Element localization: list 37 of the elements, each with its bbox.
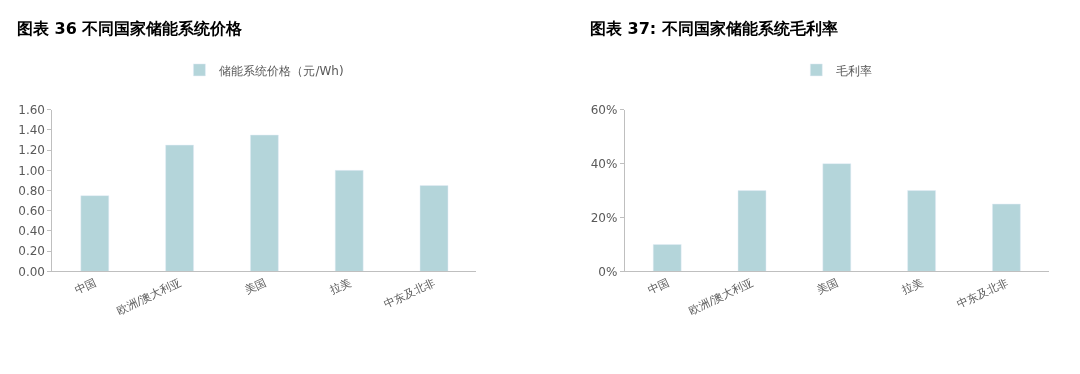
y-tick-label: 1.20 — [18, 143, 45, 158]
y-tick-label: 0.40 — [18, 224, 45, 239]
x-tick-label: 欧洲/澳大利亚 — [114, 276, 184, 318]
x-tick-label: 美国 — [242, 276, 268, 298]
y-tick-label: 0% — [598, 264, 618, 279]
y-tick-label: 40% — [590, 156, 618, 171]
legend-label: 毛利率 — [836, 63, 873, 78]
x-tick-label: 中国 — [72, 276, 99, 298]
bar — [334, 170, 364, 272]
x-tick-label: 美国 — [814, 276, 841, 298]
y-tick-label: 1.60 — [18, 102, 45, 117]
bar — [419, 185, 449, 272]
x-tick-label: 拉美 — [899, 276, 926, 298]
y-tick-label: 0.20 — [18, 244, 45, 259]
bar — [822, 163, 852, 272]
y-tick-label: 0.80 — [18, 183, 45, 198]
bar — [737, 190, 767, 272]
y-tick-label: 0.60 — [18, 203, 45, 218]
y-tick-label: 20% — [590, 210, 618, 225]
chart-title: 图表 36 不同国家储能系统价格 — [17, 19, 244, 38]
y-tick-label: 1.40 — [18, 123, 45, 138]
chart-title: 图表 37: 不同国家储能系统毛利率 — [590, 19, 838, 38]
y-tick-label: 1.00 — [18, 163, 45, 178]
bar — [80, 195, 110, 272]
legend-label: 储能系统价格（元/Wh) — [219, 63, 344, 78]
x-tick-label: 欧洲/澳大利亚 — [686, 276, 756, 318]
bar — [250, 134, 279, 272]
bar — [165, 144, 194, 272]
bar — [652, 244, 682, 272]
y-tick-label: 0.00 — [18, 264, 45, 279]
x-tick-label: 中东及北非 — [382, 276, 438, 312]
x-tick-label: 中国 — [645, 276, 671, 298]
bar — [992, 203, 1021, 272]
x-tick-label: 拉美 — [327, 276, 353, 298]
x-tick-label: 中东及北非 — [954, 276, 1010, 312]
y-tick-label: 60% — [590, 102, 618, 117]
bar — [907, 190, 936, 272]
